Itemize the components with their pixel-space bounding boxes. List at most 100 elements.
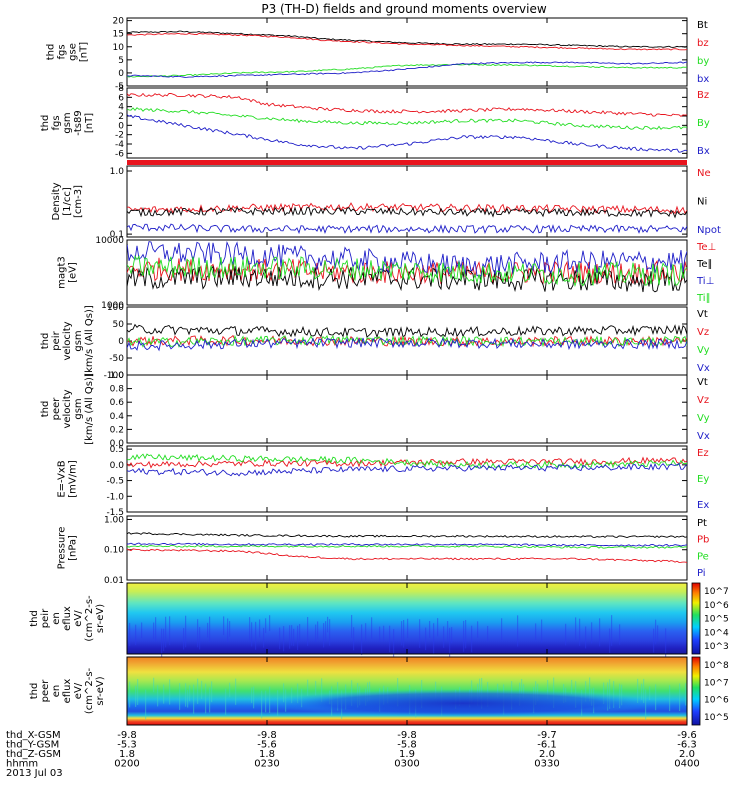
y-tick-label: 0 bbox=[118, 69, 124, 79]
series-line-Te⊥ bbox=[127, 257, 687, 285]
y-axis-label: eV/ bbox=[73, 682, 84, 699]
x-axis-value: 1.8 bbox=[259, 749, 275, 760]
y-axis-label: gse bbox=[68, 43, 79, 61]
series-line-Npot bbox=[127, 223, 687, 235]
figure-title: P3 (TH-D) fields and ground moments over… bbox=[261, 2, 546, 16]
legend-entry: Vx bbox=[697, 431, 710, 442]
series-line-Vt bbox=[127, 323, 687, 339]
panel-peer_velocity: thd peer velocity gsm [km/s (All Qs)] 1.0 0.8 0… bbox=[40, 371, 710, 449]
x-axis-row-label: thd_X-GSM bbox=[6, 730, 61, 741]
y-axis-label: [eV] bbox=[68, 262, 79, 283]
y-tick-label: 100 bbox=[107, 303, 124, 313]
series-line-Ne bbox=[127, 202, 687, 215]
series-line-Ez bbox=[127, 456, 687, 469]
x-axis-value: 2.0 bbox=[539, 749, 555, 760]
y-tick-label: 1.0 bbox=[110, 371, 125, 381]
y-axis-label: [nT] bbox=[79, 42, 90, 62]
legend-entry: Vy bbox=[697, 413, 710, 424]
y-tick-label: -2 bbox=[115, 131, 124, 141]
y-axis-label: gsm bbox=[62, 112, 73, 133]
y-axis-label: [nPa] bbox=[68, 535, 79, 561]
y-tick-label: -0.5 bbox=[106, 477, 124, 487]
y-tick-label: 4 bbox=[118, 103, 124, 113]
x-axis-value: 1.8 bbox=[119, 749, 135, 760]
panel-fgs_gse: thd fgs gse [nT] 20 15 10 5 0 -5 Bt bz by bx bbox=[46, 17, 710, 92]
y-tick-label: 0.8 bbox=[110, 385, 125, 395]
date-label: 2013 Jul 03 bbox=[6, 768, 63, 779]
y-tick-label: 0.5 bbox=[110, 445, 124, 455]
x-axis-value: 0400 bbox=[674, 759, 699, 770]
y-axis-label: sr-eV) bbox=[95, 676, 106, 705]
y-axis-label: sr-eV) bbox=[95, 604, 106, 633]
x-axis-value: 1.9 bbox=[399, 749, 415, 760]
x-axis-value: 0230 bbox=[254, 759, 279, 770]
y-tick-label: -100 bbox=[104, 371, 125, 381]
legend-entry: Ti⊥ bbox=[696, 276, 714, 287]
y-axis-label: en bbox=[51, 685, 62, 698]
series-line-Vx bbox=[127, 337, 687, 352]
legend-entry: bx bbox=[697, 74, 709, 85]
panel-peer_spectrogram: thd peer en eflux eV/(cm^2-s-sr-eV) 10^8 10^7 1… bbox=[29, 656, 729, 726]
y-axis-label: peir bbox=[40, 608, 51, 628]
y-tick-label: 50 bbox=[113, 320, 125, 330]
y-tick-label: 8 bbox=[118, 84, 124, 94]
colorbar-tick-label: 10^5 bbox=[704, 615, 729, 625]
panel-peir_velocity: thd peir velocity gsm [km/s (All Qs)] 100 50 0 -… bbox=[40, 303, 710, 381]
x-axis-value: -5.8 bbox=[397, 740, 417, 751]
x-axis-value: -9.8 bbox=[117, 730, 137, 741]
legend-entry: Bx bbox=[697, 146, 710, 157]
y-tick-label: -1.0 bbox=[106, 492, 124, 502]
colorbar bbox=[691, 582, 701, 655]
series-line-Ti∥ bbox=[127, 255, 687, 288]
y-axis-label: gsm bbox=[73, 398, 84, 419]
colorbar-tick-label: 10^8 bbox=[704, 661, 729, 671]
y-tick-label: 1.0 bbox=[110, 167, 125, 177]
x-axis-value: 0200 bbox=[114, 759, 139, 770]
panel-peir_spectrogram: thd peir en eflux eV/(cm^2-s-sr-eV) 10^7 10^6 1… bbox=[29, 582, 729, 660]
x-axis-value: -9.7 bbox=[537, 730, 557, 741]
legend-entry: Vt bbox=[697, 309, 708, 320]
series-line-Bz bbox=[127, 92, 687, 117]
y-axis-label: velocity bbox=[62, 389, 73, 428]
y-axis-label: eflux bbox=[62, 606, 73, 631]
colorbar-tick-label: 10^4 bbox=[704, 628, 729, 638]
legend-entry: Te∥ bbox=[696, 259, 713, 270]
x-axis-row-label: thd_Z-GSM bbox=[6, 749, 61, 760]
y-axis-label: thd bbox=[29, 683, 40, 700]
y-axis-label: thd bbox=[46, 44, 57, 61]
x-axis-row-label: hhmm bbox=[6, 759, 38, 770]
legend-entry: Ez bbox=[697, 448, 709, 459]
y-axis-label: thd bbox=[29, 610, 40, 627]
x-axis-value: 0330 bbox=[534, 759, 559, 770]
legend-entry: Vy bbox=[697, 345, 710, 356]
y-axis-label: [km/s (All Qs)] bbox=[84, 305, 95, 377]
y-tick-label: -5 bbox=[115, 82, 124, 92]
y-axis-label: [1/cc] bbox=[62, 187, 73, 216]
y-tick-label: 10000 bbox=[95, 236, 124, 246]
colorbar-tick-label: 10^5 bbox=[704, 713, 729, 723]
panel-density: Density [1/cc] [cm-3] 1.0 0.1 Ne Ni Npot bbox=[51, 165, 721, 240]
x-axis-row-label: thd_Y-GSM bbox=[6, 740, 59, 751]
x-axis-value: -6.1 bbox=[537, 740, 557, 751]
series-line-by bbox=[127, 63, 687, 78]
legend-entry: Bz bbox=[697, 90, 709, 101]
y-axis-label: peer bbox=[51, 397, 62, 421]
legend-entry: Ex bbox=[697, 500, 709, 511]
y-tick-label: 2 bbox=[118, 112, 124, 122]
series-line-Bt bbox=[127, 30, 687, 48]
legend-entry: Pi bbox=[697, 568, 706, 579]
y-axis-label: thd bbox=[40, 333, 51, 350]
x-axis-value: -9.8 bbox=[257, 730, 277, 741]
series-line-Pe bbox=[127, 544, 687, 549]
y-axis-label: peir bbox=[51, 330, 62, 350]
y-axis-label: E=-VxB bbox=[57, 460, 68, 497]
y-tick-label: -50 bbox=[109, 354, 124, 364]
y-tick-label: 20 bbox=[113, 17, 125, 27]
legend-entry: Pe bbox=[697, 551, 709, 562]
y-tick-label: -4 bbox=[115, 140, 124, 150]
x-axis-value: -9.8 bbox=[397, 730, 417, 741]
low-energy-flux-region bbox=[267, 689, 659, 718]
